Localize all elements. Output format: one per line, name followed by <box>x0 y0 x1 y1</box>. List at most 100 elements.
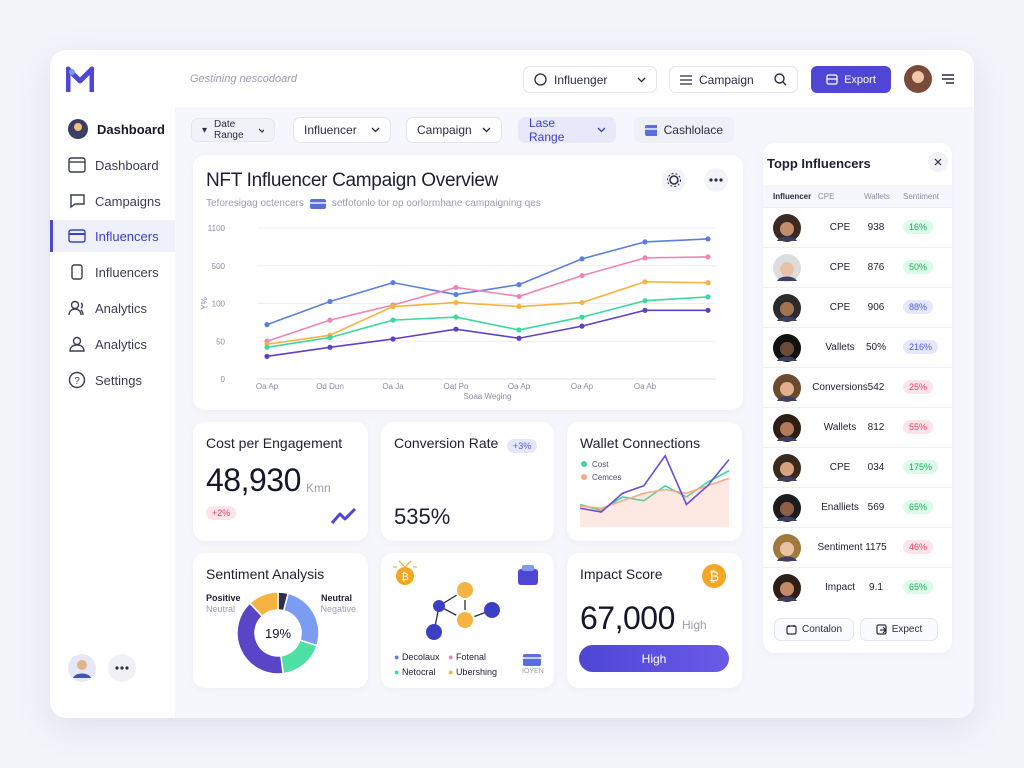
cell: 542 <box>867 382 885 393</box>
coin-icon: ₿ <box>702 564 726 588</box>
data-point <box>327 317 333 323</box>
avatar-face <box>780 342 794 356</box>
data-point <box>516 327 522 333</box>
avatar-body <box>777 476 797 481</box>
export-button[interactable]: Export <box>811 66 891 93</box>
campaign-search[interactable]: Campaign <box>669 66 798 93</box>
filter[interactable]: Influencer <box>293 117 391 143</box>
data-point <box>705 307 711 313</box>
filter[interactable]: ▾ Date Range <box>191 118 275 142</box>
avatar-face <box>780 502 794 516</box>
nav-item[interactable]: Dashboard <box>50 113 175 145</box>
data-point <box>705 294 711 300</box>
y-tick-label: 500 <box>212 262 226 271</box>
filter-label: Cashlolace <box>663 123 723 137</box>
data-point <box>327 344 333 350</box>
filter-label: Lase Range <box>529 116 565 144</box>
nav-item[interactable]: Influencers <box>50 256 175 288</box>
y-tick-label: 50 <box>216 337 225 346</box>
filter[interactable]: Lase Range <box>518 116 616 144</box>
annotation: Neutral <box>320 593 352 603</box>
sentiment-badge: 46% <box>903 540 934 554</box>
svg-text:?: ? <box>74 376 80 387</box>
filter-label: Campaign <box>417 123 472 137</box>
change-badge: +3% <box>507 439 538 453</box>
nav-item[interactable]: Dashboard <box>50 149 175 181</box>
avatar <box>773 454 801 482</box>
filter[interactable]: Campaign <box>406 117 502 143</box>
influencer-select[interactable]: Influenger <box>523 66 657 93</box>
cell: CPE <box>829 462 851 473</box>
cell: 50% <box>865 342 886 353</box>
avatar <box>773 534 801 562</box>
avatar <box>773 294 801 322</box>
sentiment-badge: 50% <box>903 260 934 274</box>
panel-title: Topp Influencers <box>767 156 871 171</box>
legend-item: ● Fotenal <box>448 652 486 662</box>
data-point <box>642 279 648 285</box>
avatar <box>773 374 801 402</box>
avatar-body <box>777 236 797 241</box>
nav-label: Dashboard <box>97 121 165 137</box>
x-tick-label: Od Dun <box>316 382 344 391</box>
close-button[interactable] <box>928 152 948 172</box>
avatar-body <box>777 276 797 281</box>
data-point <box>642 255 648 261</box>
table-row: Sentiment 1175 46% <box>763 527 952 567</box>
avatar-face <box>780 262 794 276</box>
user-menu[interactable] <box>903 64 959 94</box>
select-label: Influenger <box>554 72 608 87</box>
cell: Enalliets <box>821 502 859 513</box>
panel-button[interactable]: Expect <box>860 618 938 641</box>
data-point <box>390 280 396 286</box>
annotation: Negative <box>320 604 356 614</box>
data-point <box>390 303 396 310</box>
sentiment-badge: 65% <box>903 580 934 594</box>
sidebar-footer[interactable] <box>67 653 139 683</box>
avatar-face <box>780 222 794 236</box>
logo[interactable] <box>66 66 94 94</box>
data-point <box>516 303 522 310</box>
data-point <box>579 299 585 306</box>
avatar <box>773 334 801 362</box>
svg-text:₿: ₿ <box>709 568 719 584</box>
nav-item[interactable]: ? Settings <box>50 364 175 396</box>
table-row: Enalliets 569 65% <box>763 487 952 527</box>
avatar <box>773 214 801 242</box>
card-icon <box>523 654 541 666</box>
legend-label: Cost <box>592 460 609 469</box>
nav-item[interactable]: Analytics <box>50 292 175 324</box>
legend-item: ● Ubershing <box>448 667 497 677</box>
data-point <box>327 334 333 341</box>
chart-actions[interactable] <box>662 167 732 193</box>
cell: Wallets <box>823 422 857 433</box>
avatar <box>773 574 801 602</box>
center-label: 19% <box>265 626 291 641</box>
nav-item[interactable]: Analytics <box>50 328 175 360</box>
nav-label: Analytics <box>95 300 148 316</box>
column-header: Sentiment <box>903 192 940 201</box>
filter[interactable]: Cashlolace <box>634 117 734 143</box>
tag: IOYEN <box>522 668 544 675</box>
impact-button[interactable]: High <box>579 645 729 672</box>
cell: 569 <box>867 502 885 513</box>
cell: CPE <box>829 222 851 233</box>
metric-value: 535% <box>394 504 451 529</box>
cell: 812 <box>867 422 885 433</box>
table-row: Wallets 812 55% <box>763 407 952 447</box>
legend-swatch <box>581 461 587 467</box>
panel-button[interactable]: Contalon <box>774 618 854 641</box>
cell: Sentiment <box>817 542 863 553</box>
description: setfotonlo tor op oorlormhane campaignin… <box>331 198 541 209</box>
table-header: Influencer CPE Wallets Sentiment <box>763 185 952 207</box>
nav-item[interactable]: Influencers <box>50 220 175 252</box>
data-point <box>390 336 396 342</box>
data-point <box>579 323 585 329</box>
line-series <box>266 309 708 358</box>
avatar-face <box>780 582 794 596</box>
metric-value: 67,000 <box>580 600 675 636</box>
legend-item: ● Decolaux <box>394 652 440 662</box>
nav-item[interactable]: Campaigns <box>50 185 175 217</box>
data-point <box>705 280 711 286</box>
